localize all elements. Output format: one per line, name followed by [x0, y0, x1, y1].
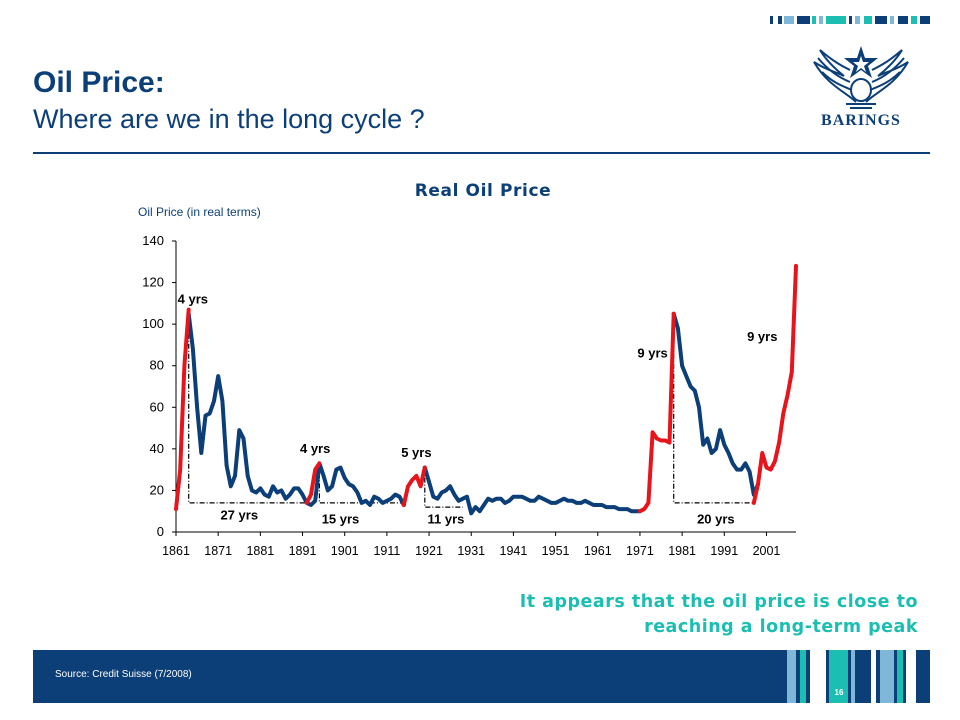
x-tick-label: 1921	[415, 544, 443, 558]
x-tick-label: 1911	[373, 544, 400, 558]
footer-stripe	[871, 650, 876, 703]
cycle-baseline	[188, 313, 307, 504]
x-tick-label: 1951	[542, 544, 570, 558]
cycle-up-label: 4 yrs	[178, 291, 208, 306]
falling-price-line	[186, 311, 406, 507]
source-note: Source: Credit Suisse (7/2008)	[55, 669, 192, 680]
footer-stripe	[906, 650, 916, 703]
y-tick-label: 0	[157, 524, 164, 539]
title-divider	[33, 152, 930, 154]
x-tick-label: 1901	[331, 544, 359, 558]
rising-price-line	[401, 465, 427, 507]
rising-price-line	[637, 311, 676, 514]
rising-price-line	[304, 461, 322, 505]
x-tick-label: 1941	[500, 544, 528, 558]
x-tick-label: 1871	[204, 544, 232, 558]
x-tick-label: 1881	[246, 544, 274, 558]
x-tick-label: 1931	[457, 544, 485, 558]
cycle-baseline	[424, 467, 463, 508]
cycle-down-label: 27 yrs	[220, 508, 258, 523]
callout-line-2: reaching a long-term peak	[644, 617, 918, 637]
cycle-up-label: 4 yrs	[300, 441, 330, 456]
footer-stripe	[897, 650, 903, 703]
page-title: Oil Price:	[33, 66, 165, 99]
cycle-up-label: 9 yrs	[637, 345, 667, 360]
y-tick-label: 80	[150, 358, 164, 373]
cycle-up-label: 9 yrs	[747, 329, 777, 344]
y-tick-label: 20	[150, 482, 164, 497]
y-tick-label: 140	[142, 233, 164, 248]
cycle-down-label: 20 yrs	[697, 512, 735, 527]
footer-stripe	[858, 650, 868, 703]
falling-price-line	[671, 311, 760, 497]
x-tick-label: 1971	[626, 544, 654, 558]
x-tick-label: 2001	[753, 544, 781, 558]
cycle-down-label: 15 yrs	[322, 512, 360, 527]
cycle-up-label: 5 yrs	[401, 445, 431, 460]
y-tick-label: 40	[150, 441, 164, 456]
conclusion-callout: It appears that the oil price is close t…	[438, 590, 918, 640]
footer-stripe	[829, 650, 848, 703]
real-oil-price-chart: Real Oil Price Oil Price (in real terms)…	[138, 181, 798, 558]
footer-stripe	[772, 650, 784, 703]
x-tick-label: 1861	[162, 544, 190, 558]
cycle-baseline	[673, 313, 754, 504]
rising-price-line	[751, 263, 798, 505]
footer-stripe	[810, 650, 826, 703]
page-subtitle: Where are we in the long cycle ?	[33, 104, 425, 134]
falling-price-line	[422, 465, 642, 516]
cycle-down-label: 11 yrs	[427, 512, 464, 527]
y-tick-label: 100	[142, 316, 164, 331]
barings-wordmark: BARINGS	[821, 112, 901, 129]
barings-logo	[813, 46, 909, 109]
y-tick-label: 120	[142, 275, 164, 290]
price-lines	[174, 263, 798, 516]
x-tick-label: 1991	[710, 544, 738, 558]
x-tick-label: 1891	[289, 544, 317, 558]
chart-title: Real Oil Price	[415, 181, 552, 201]
callout-line-1: It appears that the oil price is close t…	[519, 592, 918, 612]
x-tick-label: 1981	[668, 544, 696, 558]
y-axis-label: Oil Price (in real terms)	[138, 205, 261, 219]
cycle-labels: 4 yrs 4 yrs 5 yrs 9 yrs 9 yrs 27 yrs 15 yrs 11 …	[178, 291, 778, 526]
footer-stripe	[800, 650, 806, 703]
footer-stripe	[851, 650, 855, 703]
footer-stripe	[787, 650, 796, 703]
y-tick-label: 60	[150, 399, 164, 414]
chart-axes: 0 20 40 60 80 100 120 140 1861 1871 1881 1891 1901 19…	[142, 233, 796, 558]
header-stripes	[770, 16, 930, 24]
rising-price-line	[174, 307, 191, 512]
x-tick-label: 1961	[584, 544, 612, 558]
page-number: 16	[834, 688, 844, 697]
footer-stripe	[880, 650, 894, 703]
